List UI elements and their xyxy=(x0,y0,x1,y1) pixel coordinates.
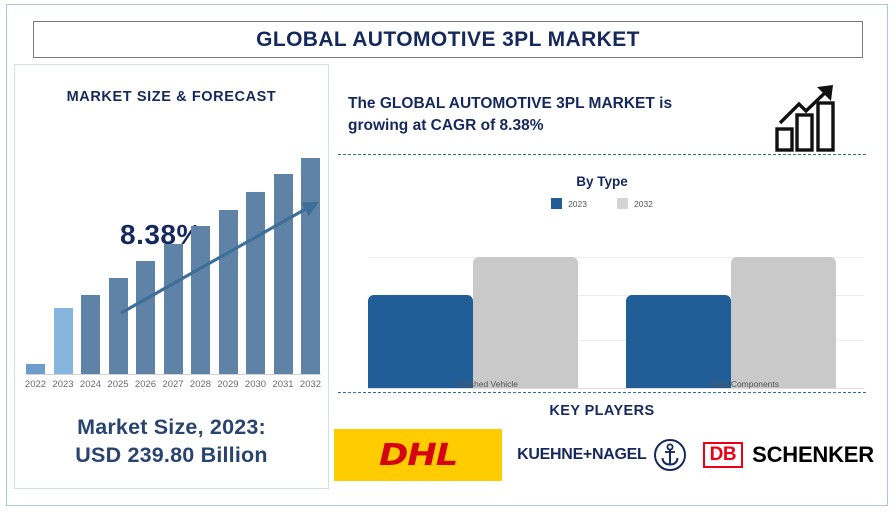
bar-column xyxy=(108,146,128,374)
bar-2030 xyxy=(246,192,265,374)
bar-2022 xyxy=(26,364,45,374)
legend-item-2023: 2023 xyxy=(551,198,587,209)
tagline-line2: growing at CAGR of 8.38% xyxy=(348,117,544,135)
by-type-groups xyxy=(368,250,864,388)
legend-label-2032: 2032 xyxy=(634,198,653,209)
category-label-auto-components: Auto Components xyxy=(710,379,780,389)
bar-column xyxy=(136,146,155,374)
bar-column xyxy=(81,146,100,374)
bar-finished-vehicle-2023 xyxy=(368,295,473,388)
bar-2027 xyxy=(163,244,183,374)
key-players-heading: KEY PLAYERS xyxy=(549,403,655,419)
gridline xyxy=(368,295,864,296)
market-size-bars xyxy=(23,146,323,374)
bar-2032 xyxy=(301,158,320,374)
year-label: 2026 xyxy=(134,379,157,390)
x-axis-line xyxy=(25,374,321,375)
legend-swatch-2032 xyxy=(617,198,628,209)
bar-2025 xyxy=(108,278,128,374)
by-type-chart xyxy=(368,250,864,388)
by-type-heading: By Type xyxy=(576,174,628,189)
bar-column xyxy=(53,146,73,374)
logo-db-schenker-text: SCHENKER xyxy=(752,442,874,467)
market-size-panel: MARKET SIZE & FORECAST 8.38% 2022 2023 xyxy=(14,64,329,489)
gridline xyxy=(368,340,864,341)
bar-finished-vehicle-2032 xyxy=(473,257,578,388)
tagline: The GLOBAL AUTOMOTIVE 3PL MARKET is grow… xyxy=(348,93,768,138)
bar-auto-components-2032 xyxy=(731,257,836,388)
bar-column xyxy=(301,146,320,374)
year-tick-labels: 2022 2023 2024 2025 2026 2027 2028 2029 … xyxy=(23,379,323,390)
bar-2026 xyxy=(136,261,155,374)
outer-frame xyxy=(6,4,888,506)
year-label: 2031 xyxy=(272,379,294,390)
by-type-category-labels: Finished Vehicle Auto Components xyxy=(368,379,864,389)
logo-db-schenker: DB SCHENKER xyxy=(702,442,874,468)
year-label: 2030 xyxy=(244,379,267,390)
bar-column xyxy=(273,146,293,374)
year-label: 2028 xyxy=(189,379,212,390)
anchor-icon xyxy=(654,439,687,471)
logo-dhl-text: DHL xyxy=(378,437,458,473)
bar-growth-icon xyxy=(775,85,835,152)
gridline xyxy=(368,257,864,258)
bar-column xyxy=(191,146,210,374)
logo-kuehne-nagel: KUEHNE+NAGEL xyxy=(517,438,687,472)
bar-column xyxy=(246,146,265,374)
market-size-chart: 2022 2023 2024 2025 2026 2027 2028 2029 … xyxy=(15,120,330,390)
bar-2031 xyxy=(273,174,293,374)
divider-top xyxy=(338,154,866,155)
year-label: 2025 xyxy=(107,379,129,390)
logo-kuehne-nagel-text: KUEHNE+NAGEL xyxy=(517,446,647,463)
year-label: 2029 xyxy=(217,379,239,390)
market-size-heading: MARKET SIZE & FORECAST xyxy=(66,89,277,105)
logo-dhl: DHL xyxy=(334,429,502,481)
category-label-finished-vehicle: Finished Vehicle xyxy=(456,379,518,389)
year-label: 2032 xyxy=(299,379,322,390)
title-box: GLOBAL AUTOMOTIVE 3PL MARKET xyxy=(33,21,863,58)
market-size-value-line1: Market Size, 2023: xyxy=(77,415,266,439)
bar-2024 xyxy=(81,295,100,374)
logo-db-badge: DB xyxy=(702,442,744,468)
page-title: GLOBAL AUTOMOTIVE 3PL MARKET xyxy=(256,27,640,51)
year-label: 2027 xyxy=(162,379,184,390)
legend-swatch-2023 xyxy=(551,198,563,209)
bar-2028 xyxy=(191,226,210,374)
group-finished-vehicle xyxy=(368,250,606,388)
bar-2023 xyxy=(53,308,73,374)
market-size-value-line2: USD 239.80 Billion xyxy=(75,443,268,467)
divider-bottom xyxy=(338,392,866,393)
group-auto-components xyxy=(626,250,864,388)
legend-item-2032: 2032 xyxy=(617,198,653,209)
year-label: 2024 xyxy=(79,379,102,390)
tagline-line1: The GLOBAL AUTOMOTIVE 3PL MARKET is xyxy=(348,95,673,112)
bar-auto-components-2023 xyxy=(626,295,731,388)
bar-column xyxy=(218,146,238,374)
legend-label-2023: 2023 xyxy=(568,198,587,209)
bar-2029 xyxy=(218,210,238,374)
year-label: 2023 xyxy=(52,379,74,390)
year-label: 2022 xyxy=(24,379,47,390)
bar-column xyxy=(163,146,183,374)
key-players-logos: DHL KUEHNE+NAGEL DB SCHENKER xyxy=(334,424,874,486)
by-type-axis-line xyxy=(368,388,864,389)
by-type-legend: 2023 2032 xyxy=(338,198,866,209)
bar-column xyxy=(26,146,45,374)
